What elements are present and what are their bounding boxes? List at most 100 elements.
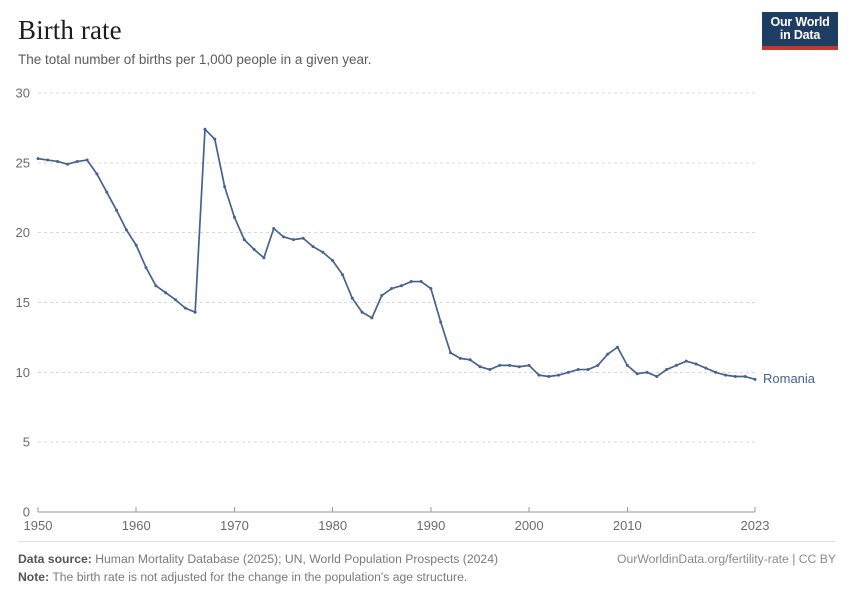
series-point[interactable] xyxy=(301,236,305,240)
series-label-romania[interactable]: Romania xyxy=(763,371,816,386)
series-point[interactable] xyxy=(674,363,678,367)
series-point[interactable] xyxy=(36,157,40,161)
series-point[interactable] xyxy=(242,238,246,242)
series-point[interactable] xyxy=(606,352,610,356)
series-point[interactable] xyxy=(154,284,158,288)
series-point[interactable] xyxy=(213,137,217,141)
series-point[interactable] xyxy=(124,228,128,232)
series-point[interactable] xyxy=(282,235,286,239)
chart-header: Birth rate The total number of births pe… xyxy=(18,14,832,69)
series-point[interactable] xyxy=(360,310,364,314)
series-point[interactable] xyxy=(252,247,256,251)
series-lines-group[interactable] xyxy=(37,128,756,381)
series-point[interactable] xyxy=(704,366,708,370)
series-point[interactable] xyxy=(380,294,384,298)
series-point[interactable] xyxy=(105,190,109,194)
series-point[interactable] xyxy=(586,368,590,372)
series-line-romania[interactable] xyxy=(37,128,756,381)
series-point[interactable] xyxy=(272,226,276,230)
series-point[interactable] xyxy=(537,373,541,377)
series-point[interactable] xyxy=(576,368,580,372)
owid-logo[interactable]: Our World in Data xyxy=(762,12,838,50)
x-tick-label-1980: 1980 xyxy=(318,518,347,533)
series-point[interactable] xyxy=(321,250,325,254)
series-point[interactable] xyxy=(75,159,79,163)
series-point[interactable] xyxy=(56,159,60,163)
series-point[interactable] xyxy=(665,368,669,372)
x-tick-label-1960: 1960 xyxy=(122,518,151,533)
series-point[interactable] xyxy=(684,359,688,363)
series-point[interactable] xyxy=(478,365,482,369)
footer-note-label: Note: xyxy=(18,570,50,584)
footer-source-row: Data source: Human Mortality Database (2… xyxy=(18,550,836,568)
x-axis-group xyxy=(37,507,756,513)
series-point[interactable] xyxy=(390,287,394,291)
series-point[interactable] xyxy=(743,375,747,379)
series-point[interactable] xyxy=(291,238,295,242)
series-point[interactable] xyxy=(458,356,462,360)
series-point[interactable] xyxy=(635,372,639,376)
series-point[interactable] xyxy=(449,351,453,355)
series-point[interactable] xyxy=(311,245,315,249)
series-point[interactable] xyxy=(527,363,531,367)
series-point[interactable] xyxy=(409,280,413,284)
series-point[interactable] xyxy=(596,363,600,367)
series-point[interactable] xyxy=(724,373,728,377)
series-point[interactable] xyxy=(85,158,89,162)
series-point[interactable] xyxy=(468,358,472,362)
series-point[interactable] xyxy=(615,345,619,349)
footer-note-row: Note: The birth rate is not adjusted for… xyxy=(18,568,836,586)
series-point[interactable] xyxy=(419,280,423,284)
footer-attribution[interactable]: OurWorldinData.org/fertility-rate | CC B… xyxy=(617,552,836,566)
series-point[interactable] xyxy=(144,266,148,270)
series-point[interactable] xyxy=(517,365,521,369)
footer-note-text: The birth rate is not adjusted for the c… xyxy=(49,570,468,584)
x-tick-label-2000: 2000 xyxy=(515,518,544,533)
series-point[interactable] xyxy=(733,375,737,379)
y-tick-label-0: 0 xyxy=(23,505,30,520)
series-point[interactable] xyxy=(340,273,344,277)
series-point[interactable] xyxy=(753,377,757,381)
series-point[interactable] xyxy=(134,243,138,247)
series-point[interactable] xyxy=(566,370,570,374)
x-tick-label-1990: 1990 xyxy=(416,518,445,533)
y-tick-label-15: 15 xyxy=(16,295,30,310)
series-point[interactable] xyxy=(193,310,197,314)
series-point[interactable] xyxy=(65,162,69,166)
series-point[interactable] xyxy=(232,215,236,219)
series-point[interactable] xyxy=(557,373,561,377)
series-point[interactable] xyxy=(439,320,443,324)
series-point[interactable] xyxy=(498,363,502,367)
series-point[interactable] xyxy=(95,172,99,176)
y-tick-label-25: 25 xyxy=(16,155,30,170)
series-point[interactable] xyxy=(174,298,178,302)
series-inline-labels[interactable]: Romania xyxy=(763,371,816,386)
series-point[interactable] xyxy=(115,208,119,212)
series-point[interactable] xyxy=(46,158,50,162)
series-point[interactable] xyxy=(350,296,354,300)
series-point[interactable] xyxy=(223,185,227,189)
series-point[interactable] xyxy=(164,291,168,295)
footer-source-text: Human Mortality Database (2025); UN, Wor… xyxy=(91,552,499,566)
series-point[interactable] xyxy=(655,375,659,379)
series-point[interactable] xyxy=(714,370,718,374)
series-point[interactable] xyxy=(370,316,374,320)
chart-footer: Data source: Human Mortality Database (2… xyxy=(18,541,836,586)
series-point[interactable] xyxy=(645,370,649,374)
series-points-group[interactable] xyxy=(36,127,757,381)
series-point[interactable] xyxy=(694,362,698,366)
series-point[interactable] xyxy=(507,363,511,367)
series-point[interactable] xyxy=(625,363,629,367)
x-tick-label-2010: 2010 xyxy=(613,518,642,533)
series-point[interactable] xyxy=(262,256,266,260)
series-point[interactable] xyxy=(399,284,403,288)
series-point[interactable] xyxy=(429,287,433,291)
series-point[interactable] xyxy=(488,368,492,372)
series-point[interactable] xyxy=(183,306,187,310)
series-point[interactable] xyxy=(547,375,551,379)
series-point[interactable] xyxy=(203,127,207,131)
series-point[interactable] xyxy=(331,259,335,263)
